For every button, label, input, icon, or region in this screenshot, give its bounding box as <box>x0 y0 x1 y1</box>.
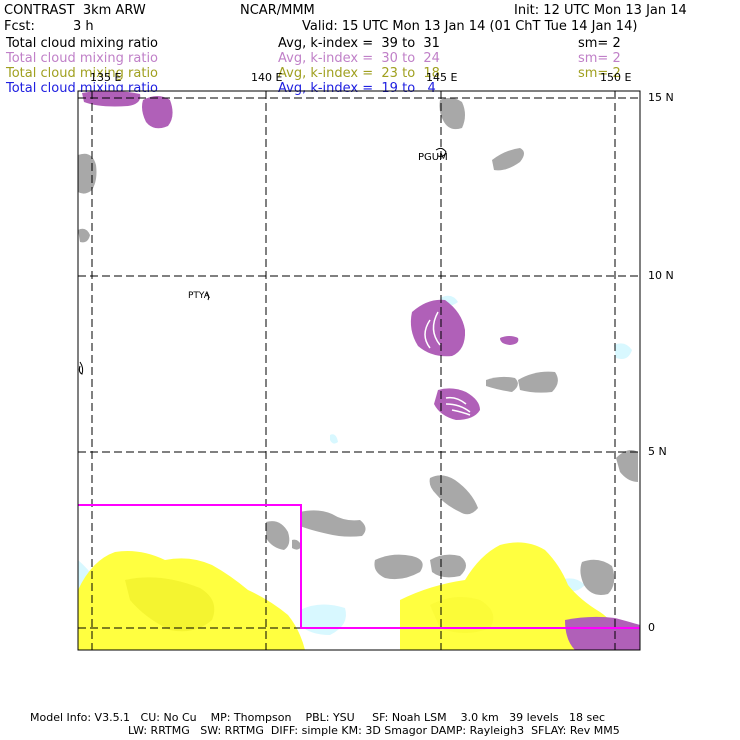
legend-field-3: Total cloud mixing ratio <box>6 66 159 81</box>
legend-stat-1: Avg, k-index = 39 to 31 <box>278 36 440 51</box>
forecast-hour: 3 h <box>73 19 94 34</box>
lon-label-150: 150 E <box>600 71 632 84</box>
domain-boundary-box <box>78 504 640 629</box>
gray-cloud-layer <box>78 97 638 595</box>
forecast-label: Fcst: <box>4 19 35 34</box>
legend-stat-4: Avg, k-index = 19 to 4 <box>278 81 436 96</box>
lat-label-10n: 10 N <box>648 269 674 282</box>
coastlines <box>78 147 447 375</box>
lon-label-145: 145 E <box>426 71 458 84</box>
lat-label-5n: 5 N <box>648 445 667 458</box>
yellow-cloud-layer <box>78 542 620 650</box>
lat-label-15n: 15 N <box>648 91 674 104</box>
map-frame <box>77 90 641 651</box>
lon-label-140: 140 E <box>251 71 283 84</box>
legend-field-2: Total cloud mixing ratio <box>6 51 159 66</box>
model-info-line-2: LW: RRTMG SW: RRTMG DIFF: simple KM: 3D … <box>128 724 620 737</box>
model-title: CONTRAST 3km ARW <box>4 3 146 18</box>
purple-cloud-layer <box>82 90 640 650</box>
init-time: Init: 12 UTC Mon 13 Jan 14 <box>514 3 687 18</box>
legend-smooth-3: sm= 2 <box>578 66 621 81</box>
swirl-details <box>424 311 471 416</box>
legend-stat-2: Avg, k-index = 30 to 24 <box>278 51 440 66</box>
station-ptya: PTYA <box>188 291 210 301</box>
legend-field-1: Total cloud mixing ratio <box>6 36 159 51</box>
legend-smooth-2: sm= 2 <box>578 51 621 66</box>
legend-smooth-1: sm= 2 <box>578 36 621 51</box>
valid-time: Valid: 15 UTC Mon 13 Jan 14 (01 ChT Tue … <box>302 19 638 34</box>
model-info-line-1: Model Info: V3.5.1 CU: No Cu MP: Thompso… <box>30 711 606 724</box>
lat-label-0: 0 <box>648 621 655 634</box>
station-pgum: PGUM <box>418 152 448 163</box>
lon-label-135: 135 E <box>90 71 122 84</box>
center-label: NCAR/MMM <box>240 3 315 18</box>
legend-stat-3: Avg, k-index = 23 to 18 <box>278 66 440 81</box>
